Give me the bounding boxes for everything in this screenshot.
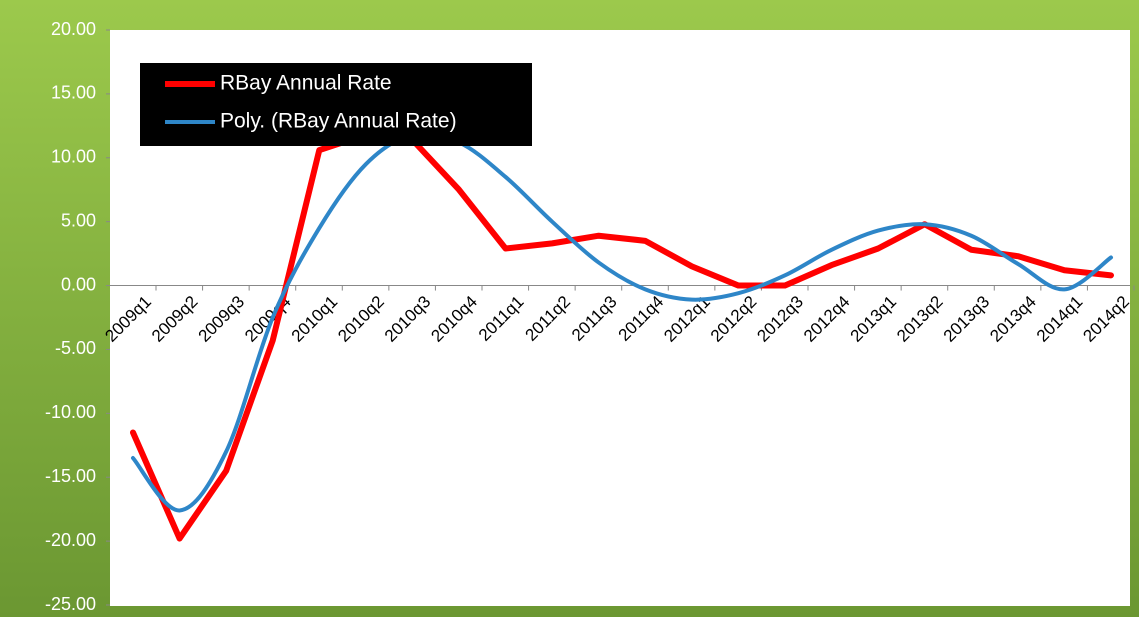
y-tick-label: 10.00 xyxy=(51,147,96,167)
y-tick-label: -5.00 xyxy=(55,338,96,358)
series-line xyxy=(131,131,1113,513)
legend-box xyxy=(140,63,532,146)
legend-label: Poly. (RBay Annual Rate) xyxy=(220,110,457,133)
y-tick-label: -25.00 xyxy=(45,594,96,614)
y-tick-label: 5.00 xyxy=(61,210,96,230)
legend-label: RBay Annual Rate xyxy=(220,72,392,95)
y-tick-label: -10.00 xyxy=(45,402,96,422)
y-tick-label: -20.00 xyxy=(45,530,96,550)
y-tick-label: 0.00 xyxy=(61,274,96,294)
y-tick-label: -15.00 xyxy=(45,466,96,486)
series-line xyxy=(130,131,1114,542)
legend: RBay Annual Rate Poly. (RBay Annual Rate) xyxy=(140,63,532,146)
y-tick-label: 20.00 xyxy=(51,19,96,39)
y-tick-label: 15.00 xyxy=(51,83,96,103)
